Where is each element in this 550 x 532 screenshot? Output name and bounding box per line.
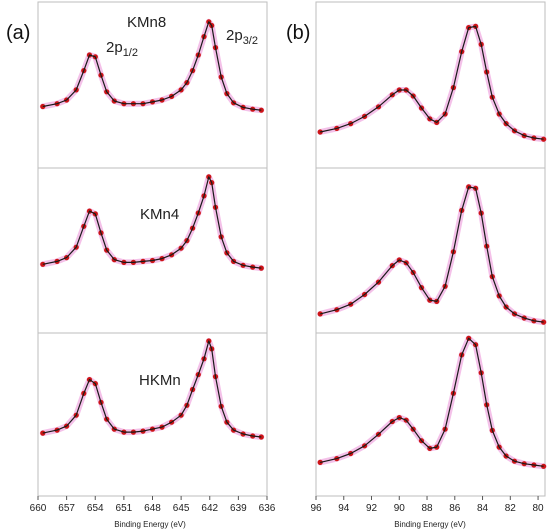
peak-label-2p32: 2p3/2 [226,27,258,47]
fit-line [320,25,544,140]
x-tick-label: 90 [394,503,406,514]
panel-b-xlabel: Binding Energy (eV) [394,520,466,529]
x-tick-label: 642 [201,503,218,514]
series-label-hkmn: HKMn [139,372,181,389]
peak-label-2p12: 2p1/2 [106,39,138,59]
panel-b-x-axis: 96 94 92 90 88 86 84 82 80 [310,496,544,514]
panel-a-xlabel: Binding Energy (eV) [114,520,186,529]
series-a-1 [39,173,265,272]
peak-label-2p32-main: 2p [226,27,243,44]
fit-line [42,176,262,269]
panel-a-curves [39,18,265,440]
x-tick-label: 84 [477,503,489,514]
fit-line [42,21,262,111]
x-tick-label: 96 [310,503,322,514]
x-tick-label: 92 [366,503,378,514]
panel-b-tag: (b) [286,22,310,44]
peak-label-2p32-sub: 3/2 [243,35,258,47]
x-tick-label: 654 [87,503,104,514]
x-tick-label: 660 [30,503,47,514]
peak-label-2p12-sub: 1/2 [123,47,138,59]
panel-a: 660 657 654 651 648 645 642 639 636 Binding Ener… [30,1,276,529]
fit-line [42,340,262,438]
x-tick-label: 648 [144,503,161,514]
panel-b-curves [317,23,547,470]
series-b-0 [317,23,547,143]
series-b-1 [317,183,547,326]
x-tick-label: 86 [449,503,461,514]
series-a-0 [39,18,265,114]
series-a-2 [39,338,265,440]
panel-b: 96 94 92 90 88 86 84 82 80 Binding Energy (eV) [310,1,547,529]
series-b-2 [317,335,547,470]
series-label-kmn8: KMn8 [127,14,166,31]
x-tick-label: 636 [259,503,276,514]
x-tick-label: 80 [532,503,544,514]
x-tick-label: 82 [505,503,517,514]
peak-label-2p12-main: 2p [106,39,123,56]
panel-a-tag: (a) [6,22,30,44]
x-tick-label: 94 [338,503,350,514]
x-tick-label: 639 [230,503,247,514]
panel-a-x-axis: 660 657 654 651 648 645 642 639 636 [30,496,276,514]
series-label-kmn4: KMn4 [140,206,179,223]
panel-b-frame [315,1,546,497]
x-tick-label: 657 [58,503,75,514]
x-tick-label: 651 [116,503,133,514]
x-tick-label: 88 [421,503,433,514]
fit-line [320,186,544,323]
x-tick-label: 645 [173,503,190,514]
fit-line [320,337,544,467]
